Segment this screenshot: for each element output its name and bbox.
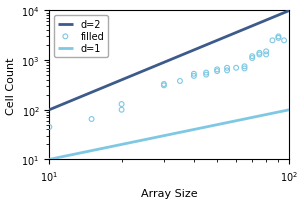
filled bbox=[215, 70, 219, 73]
filled bbox=[250, 55, 255, 59]
Legend: d=2, filled, d=1: d=2, filled, d=1 bbox=[54, 16, 108, 58]
filled bbox=[225, 67, 230, 70]
filled bbox=[119, 103, 124, 106]
filled bbox=[282, 40, 286, 43]
filled bbox=[119, 109, 124, 112]
filled bbox=[89, 118, 94, 121]
filled bbox=[276, 35, 281, 39]
filled bbox=[161, 83, 166, 86]
filled bbox=[250, 57, 255, 60]
filled bbox=[257, 52, 262, 55]
filled bbox=[242, 65, 247, 69]
filled bbox=[215, 68, 219, 72]
Y-axis label: Cell Count: Cell Count bbox=[5, 57, 16, 114]
filled bbox=[178, 80, 182, 83]
filled bbox=[270, 40, 275, 43]
filled bbox=[204, 74, 209, 77]
filled bbox=[225, 69, 230, 73]
filled bbox=[234, 67, 239, 70]
X-axis label: Array Size: Array Size bbox=[141, 188, 198, 198]
filled bbox=[161, 84, 166, 88]
filled bbox=[47, 126, 52, 129]
filled bbox=[264, 53, 268, 57]
filled bbox=[264, 50, 268, 54]
filled bbox=[192, 75, 196, 78]
filled bbox=[204, 72, 209, 75]
filled bbox=[276, 37, 281, 40]
filled bbox=[242, 68, 247, 71]
filled bbox=[192, 73, 196, 76]
filled bbox=[257, 53, 262, 57]
